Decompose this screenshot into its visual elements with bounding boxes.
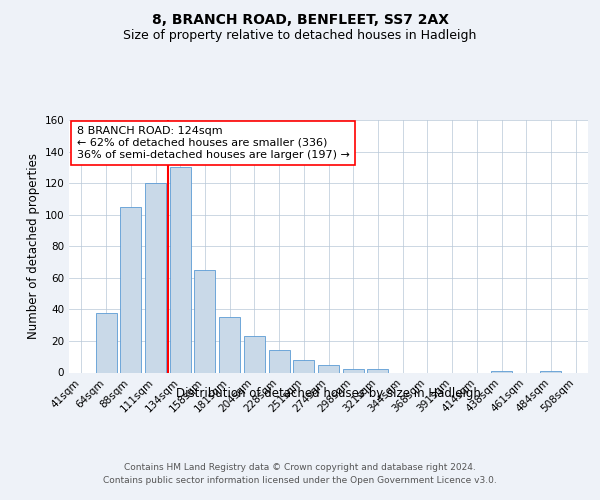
Bar [244, 336, 265, 372]
Bar [269, 350, 290, 372]
Bar [343, 370, 364, 372]
Text: 8 BRANCH ROAD: 124sqm
← 62% of detached houses are smaller (336)
36% of semi-det: 8 BRANCH ROAD: 124sqm ← 62% of detached … [77, 126, 350, 160]
Bar [219, 318, 240, 372]
Bar [170, 168, 191, 372]
Text: Contains HM Land Registry data © Crown copyright and database right 2024.: Contains HM Land Registry data © Crown c… [124, 462, 476, 471]
Bar [120, 207, 141, 372]
Bar [491, 371, 512, 372]
Y-axis label: Number of detached properties: Number of detached properties [27, 153, 40, 339]
Bar [318, 364, 339, 372]
Bar [95, 312, 116, 372]
Text: 8, BRANCH ROAD, BENFLEET, SS7 2AX: 8, BRANCH ROAD, BENFLEET, SS7 2AX [151, 12, 449, 26]
Text: Distribution of detached houses by size in Hadleigh: Distribution of detached houses by size … [176, 388, 481, 400]
Bar [145, 183, 166, 372]
Bar [293, 360, 314, 372]
Bar [367, 370, 388, 372]
Text: Size of property relative to detached houses in Hadleigh: Size of property relative to detached ho… [124, 29, 476, 42]
Text: Contains public sector information licensed under the Open Government Licence v3: Contains public sector information licen… [103, 476, 497, 485]
Bar [541, 371, 562, 372]
Bar [194, 270, 215, 372]
